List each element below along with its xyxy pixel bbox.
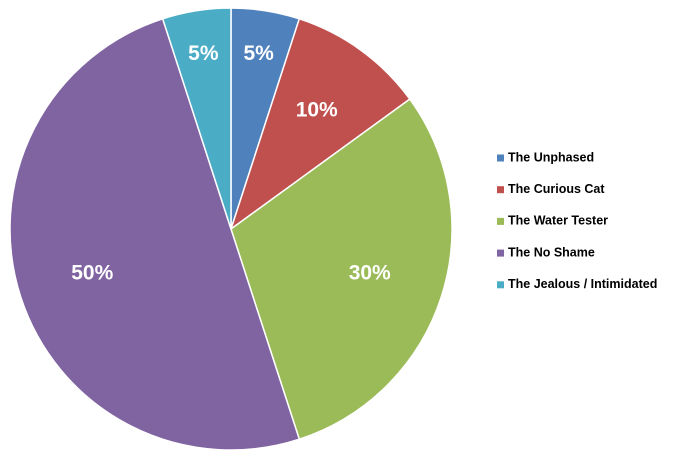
legend-label: The Water Tester — [508, 214, 608, 228]
legend-swatch — [497, 186, 504, 194]
pie-slice — [229, 17, 411, 231]
legend-label: The Unphased — [508, 150, 594, 164]
legend-swatch — [497, 249, 504, 257]
pie-slice — [9, 17, 301, 451]
pie-slice — [230, 98, 453, 441]
legend-label: The Jealous / Intimidated — [508, 277, 657, 291]
data-label: 10% — [296, 99, 338, 122]
data-label: 5% — [243, 42, 274, 65]
legend-swatch — [497, 154, 504, 162]
legend-label: The No Shame — [508, 245, 595, 259]
data-label: 50% — [71, 262, 113, 285]
pie-slice — [161, 7, 232, 230]
legend-swatch — [497, 217, 504, 225]
legend-label: The Curious Cat — [508, 182, 605, 196]
legend-swatch — [497, 281, 504, 289]
data-label: 5% — [188, 42, 219, 65]
data-label: 30% — [349, 262, 391, 285]
